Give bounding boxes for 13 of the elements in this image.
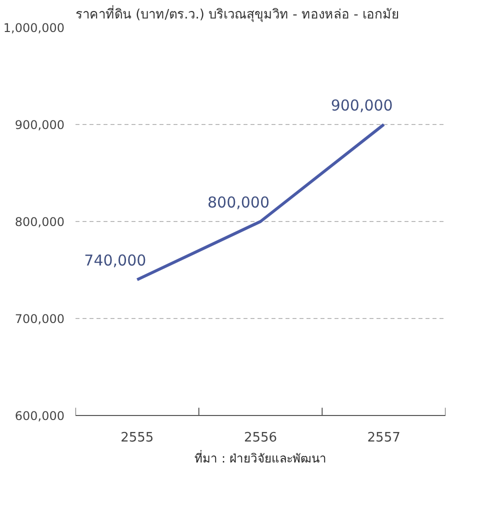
y-tick-label: 600,000 xyxy=(14,409,64,423)
x-tick-label: 2557 xyxy=(367,430,400,446)
text: ที่มา : ฝ่ายวิจัยและพัฒนา xyxy=(194,450,326,466)
x-tick-label: 2556 xyxy=(244,430,278,446)
data-label: 740,000 xyxy=(84,252,146,270)
data-label: 800,000 xyxy=(207,194,270,212)
y-tick-label: 1,000,000 xyxy=(3,21,65,35)
y-tick-label: 700,000 xyxy=(14,312,64,326)
data-label: 900,000 xyxy=(330,96,393,114)
y-tick-label: 800,000 xyxy=(14,215,64,229)
y-tick-label: 900,000 xyxy=(14,118,64,132)
x-tick-label: 2555 xyxy=(120,430,154,446)
chart-title: ราคาที่ดิน (บาท/ตร.ว.) บริเวณสุขุมวิท - ทองหล่อ - เอกมัย xyxy=(76,6,400,22)
